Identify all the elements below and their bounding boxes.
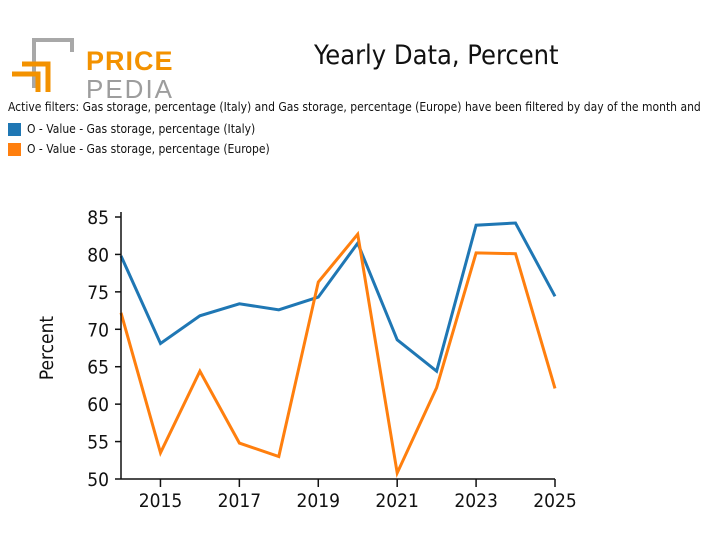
y-tick-label-50: 50 [87, 469, 109, 491]
x-tick-label-2017: 2017 [218, 490, 262, 512]
chart-legend: O - Value - Gas storage, percentage (Ita… [8, 119, 270, 159]
x-tick-label-2015: 2015 [139, 490, 183, 512]
y-tick-label-60: 60 [87, 394, 109, 416]
legend-swatch-italy [8, 122, 21, 136]
logo-text-price: PRICE [86, 46, 174, 76]
y-tick-label-75: 75 [87, 282, 109, 304]
x-tick-label-2021: 2021 [375, 490, 419, 512]
y-tick-label-70: 70 [87, 319, 109, 341]
x-tick-label-2025: 2025 [533, 490, 577, 512]
chart-title: Yearly Data, Percent [314, 40, 559, 71]
active-filters-text: Active filters: Gas storage, percentage … [8, 100, 701, 114]
legend-item-italy[interactable]: O - Value - Gas storage, percentage (Ita… [8, 119, 270, 139]
y-tick-label-80: 80 [87, 244, 109, 266]
y-tick-label-85: 85 [87, 207, 109, 229]
y-tick-label-55: 55 [87, 432, 109, 454]
logo-mark-icon [12, 38, 74, 92]
logo-orange-bracket-inner [22, 61, 51, 92]
series-line-europe [119, 230, 557, 479]
legend-item-europe[interactable]: O - Value - Gas storage, percentage (Eur… [8, 139, 270, 159]
y-tick-label-65: 65 [87, 357, 109, 379]
x-tick-label-2023: 2023 [454, 490, 498, 512]
legend-label-italy: O - Value - Gas storage, percentage (Ita… [27, 122, 256, 136]
x-tick-label-2019: 2019 [297, 490, 341, 512]
logo-orange-bracket-outer [12, 71, 41, 92]
pricepedia-logo: PRICE PEDIA [8, 22, 173, 104]
logo-text-pedia: PEDIA [86, 74, 175, 104]
series-line-italy [119, 221, 557, 374]
legend-label-europe: O - Value - Gas storage, percentage (Eur… [27, 142, 270, 156]
legend-swatch-europe [8, 142, 21, 156]
y-axis-title: Percent [36, 316, 58, 381]
